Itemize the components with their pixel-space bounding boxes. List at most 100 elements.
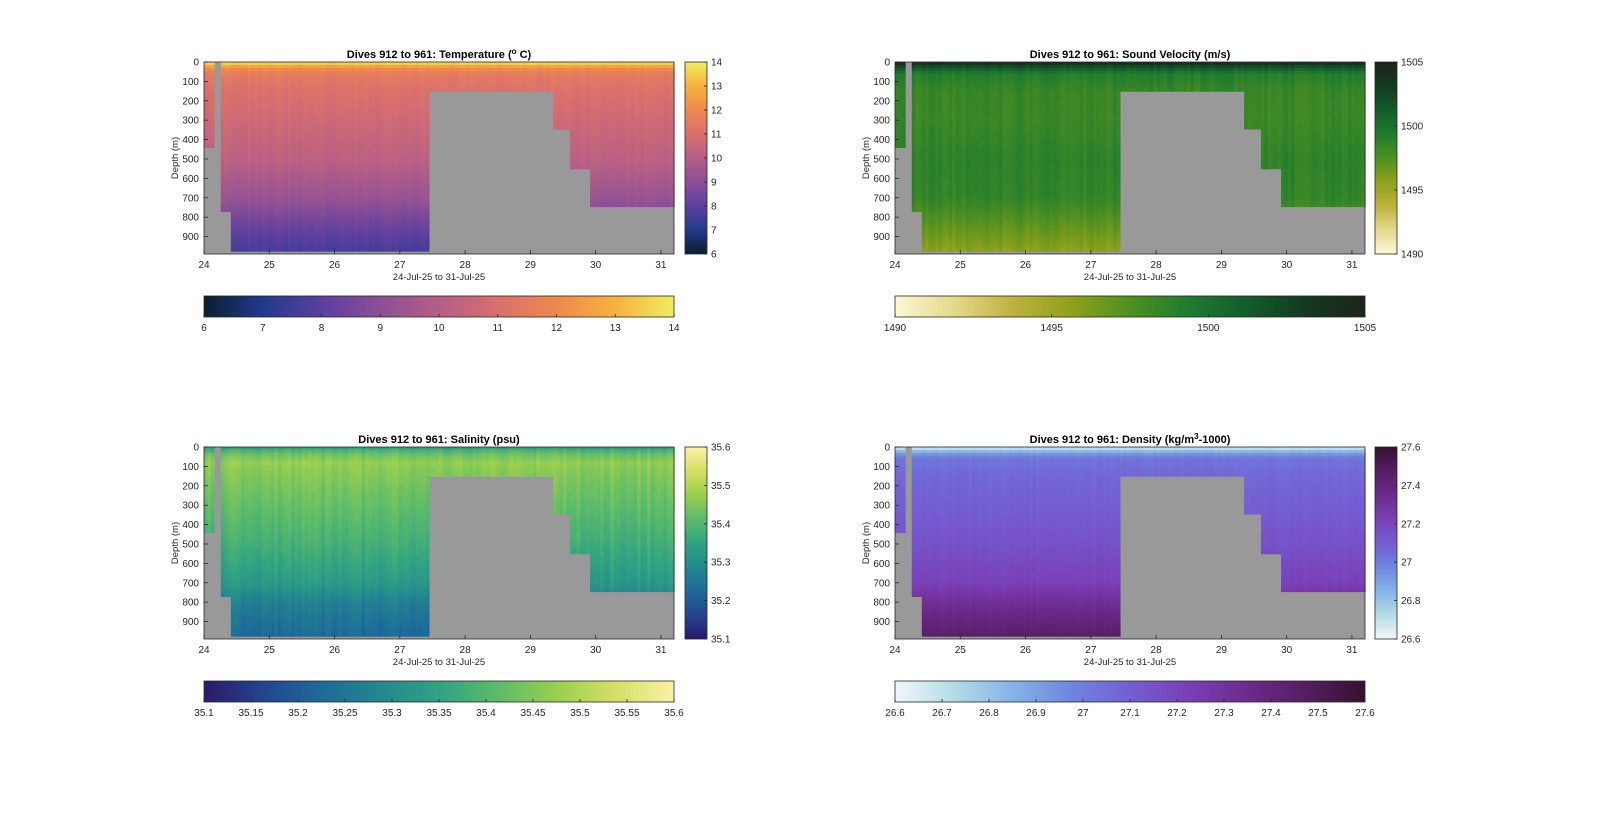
heatmap-cell (281, 239, 286, 243)
heatmap-cell (287, 134, 292, 139)
heatmap-cell (230, 102, 235, 107)
heatmap-cell (267, 178, 272, 182)
heatmap-cell (240, 94, 245, 98)
heatmap-cell (287, 227, 292, 232)
heatmap-cell (234, 108, 239, 113)
heatmap-cell (281, 190, 286, 194)
heatmap-cell (277, 111, 282, 115)
heatmap-cell (237, 137, 242, 142)
heatmap-cell (287, 99, 292, 104)
heatmap-cell (224, 76, 229, 81)
heatmap-cell (281, 195, 286, 200)
heatmap-cell (284, 108, 289, 113)
heatmap-cell (281, 67, 286, 72)
heatmap-cell (274, 181, 279, 185)
heatmap-cell (291, 239, 296, 243)
heatmap-cell (267, 143, 272, 147)
heatmap-cell (247, 149, 252, 153)
heatmap-cell (257, 204, 262, 209)
heatmap-cell (230, 111, 235, 115)
heatmap-cell (240, 219, 245, 223)
heatmap-cell (257, 99, 262, 104)
heatmap-cell (291, 99, 296, 104)
heatmap-cell (291, 236, 296, 241)
heatmap-cell (271, 146, 276, 150)
heatmap-cell (274, 76, 279, 81)
heatmap-cell (277, 126, 282, 130)
heatmap-cell (251, 149, 255, 153)
heatmap-cell (267, 149, 272, 153)
heatmap-cell (281, 105, 286, 110)
heatmap-cell (294, 64, 299, 69)
heatmap-cell (247, 224, 252, 229)
heatmap-cell (281, 64, 286, 69)
heatmap-cell (291, 210, 296, 214)
heatmap-cell (234, 239, 239, 243)
heatmap-cell (291, 222, 296, 226)
heatmap-cell (220, 192, 225, 197)
heatmap-cell (210, 114, 215, 118)
heatmap-cell (247, 94, 252, 98)
heatmap-cell (230, 175, 235, 179)
heatmap-cell (224, 198, 229, 203)
heatmap-cell (271, 134, 276, 139)
heatmap-cell (240, 143, 245, 147)
heatmap-cell (271, 114, 276, 118)
heatmap-cell (234, 140, 239, 145)
heatmap-cell (257, 102, 262, 107)
heatmap-cell (257, 114, 262, 118)
heatmap-cell (234, 207, 239, 211)
heatmap-cell (267, 91, 272, 95)
heatmap-cell (277, 233, 282, 238)
heatmap-cell (237, 172, 242, 177)
heatmap-cell (257, 155, 262, 159)
heatmap-cell (287, 201, 292, 206)
heatmap-cell (274, 155, 279, 159)
heatmap-cell (251, 126, 255, 130)
heatmap-cell (240, 204, 245, 209)
heatmap-cell (204, 76, 208, 81)
heatmap-cell (230, 120, 235, 124)
heatmap-cell (274, 99, 279, 104)
heatmap-cell (267, 117, 272, 121)
heatmap-cell (261, 76, 266, 81)
heatmap-cell (224, 102, 229, 107)
heatmap-cell (277, 190, 282, 194)
heatmap-cell (247, 140, 252, 145)
heatmap-cell (227, 111, 232, 115)
heatmap-cell (240, 120, 245, 124)
heatmap-cell (264, 163, 269, 168)
heatmap-cell (267, 213, 272, 217)
heatmap-cell (277, 96, 282, 101)
heatmap-cell (224, 143, 229, 147)
heatmap-cell (261, 184, 266, 188)
heatmap-cell (234, 184, 239, 188)
heatmap-cell (244, 201, 249, 206)
heatmap-cell (204, 120, 208, 124)
heatmap-cell (254, 128, 259, 133)
heatmap-cell (291, 219, 296, 223)
heatmap-cell (207, 140, 212, 145)
heatmap-cell (267, 64, 272, 69)
heatmap-cell (274, 158, 279, 162)
heatmap-cell (237, 76, 242, 81)
heatmap-cell (254, 79, 259, 83)
heatmap-cell (277, 175, 282, 179)
heatmap-cell (254, 219, 259, 223)
heatmap-cell (287, 149, 292, 153)
heatmap-cell (244, 216, 249, 220)
heatmap-cell (204, 82, 208, 86)
heatmap-cell (234, 181, 239, 185)
heatmap-cell (274, 178, 279, 182)
heatmap-cell (254, 91, 259, 95)
heatmap-cell (254, 155, 259, 159)
heatmap-cell (277, 140, 282, 145)
heatmap-cell (220, 175, 225, 179)
heatmap-cell (284, 172, 289, 177)
heatmap-cell (264, 181, 269, 185)
heatmap-cell (264, 245, 269, 249)
heatmap-cell (230, 195, 235, 200)
heatmap-cell (237, 198, 242, 203)
heatmap-cell (234, 222, 239, 226)
heatmap-cell (264, 213, 269, 217)
